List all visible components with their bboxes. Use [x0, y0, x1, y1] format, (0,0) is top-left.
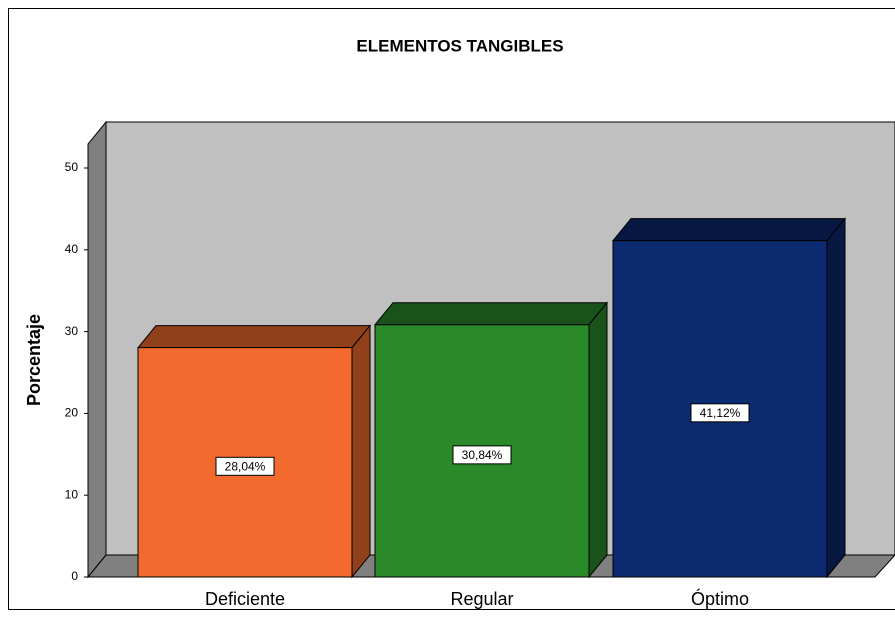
value-label-box: [215, 456, 275, 476]
y-tick-label: 10: [65, 487, 79, 501]
value-label: 30,84%: [462, 448, 503, 462]
y-tick-label: 20: [65, 406, 79, 420]
bar-top: [611, 218, 847, 242]
chart-title: ELEMENTOS TANGIBLES: [356, 36, 563, 55]
bar-side: [351, 324, 371, 579]
x-tick-label: Deficiente: [205, 589, 285, 609]
y-tick-label: 30: [65, 324, 79, 338]
y-axis-label: Porcentaje: [24, 314, 44, 406]
bar-top: [136, 325, 372, 349]
y-tick-label: 0: [71, 569, 78, 583]
bar-side: [826, 217, 846, 579]
side-wall: [87, 120, 107, 579]
x-tick-label: Regular: [450, 589, 513, 609]
bar-side: [588, 301, 608, 579]
bar-top: [373, 302, 609, 326]
value-label-box: [452, 445, 512, 465]
value-label: 28,04%: [225, 459, 266, 473]
x-tick-label: Óptimo: [691, 588, 749, 609]
value-label: 41,12%: [700, 406, 741, 420]
value-label-box: [690, 403, 750, 423]
y-tick-label: 50: [65, 160, 79, 174]
y-tick-label: 40: [65, 242, 79, 256]
